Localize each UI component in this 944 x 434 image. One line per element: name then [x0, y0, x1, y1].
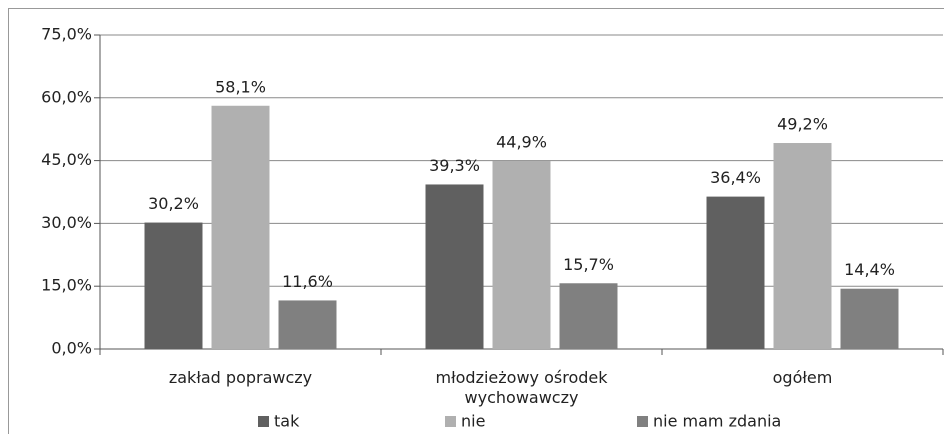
chart-frame: [8, 8, 944, 434]
data-label: 49,2%: [777, 115, 828, 134]
legend-swatch: [637, 416, 648, 427]
bar: [559, 283, 618, 349]
y-tick-label: 15,0%: [41, 276, 92, 295]
y-tick-label: 60,0%: [41, 87, 92, 106]
bar: [425, 184, 484, 349]
legend-swatch: [445, 416, 456, 427]
data-label: 58,1%: [215, 77, 266, 96]
x-tick-label-box: ogółem: [772, 368, 833, 387]
data-label: 30,2%: [148, 194, 199, 213]
legend-label: nie: [461, 412, 485, 431]
legend-swatch: [258, 416, 269, 427]
legend-label: nie mam zdania: [653, 412, 781, 431]
data-label: 14,4%: [844, 260, 895, 279]
y-tick-label: 45,0%: [41, 150, 92, 169]
y-tick-label: 0,0%: [51, 339, 92, 358]
bar: [211, 105, 270, 349]
data-label: 15,7%: [563, 255, 614, 274]
y-tick-label: 75,0%: [41, 25, 92, 44]
x-tick-label: zakład poprawczy: [168, 368, 313, 387]
bar: [144, 222, 203, 349]
data-label: 36,4%: [710, 168, 761, 187]
x-tick-label: ogółem: [772, 368, 833, 387]
bar: [706, 196, 765, 349]
x-tick-label-box: młodzieżowy ośrodek wychowawczy: [435, 368, 608, 407]
data-label: 11,6%: [282, 272, 333, 291]
y-tick-label: 30,0%: [41, 213, 92, 232]
x-tick-label: młodzieżowy ośrodek wychowawczy: [435, 368, 608, 407]
bar: [840, 288, 899, 349]
data-label: 44,9%: [496, 133, 547, 152]
bar: [492, 161, 551, 349]
bar: [278, 300, 337, 349]
data-label: 39,3%: [429, 156, 480, 175]
bar: [773, 143, 832, 349]
legend-label: tak: [274, 412, 300, 431]
x-tick-label-box: zakład poprawczy: [168, 368, 313, 387]
